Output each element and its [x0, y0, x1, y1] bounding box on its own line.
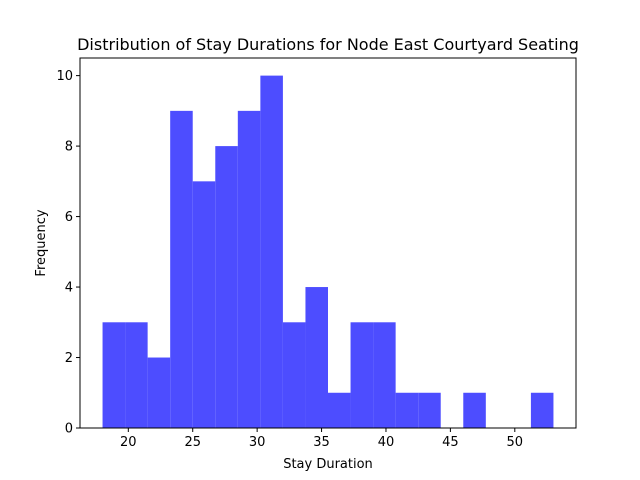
bars-group	[102, 75, 554, 428]
x-axis-label: Stay Duration	[283, 457, 373, 472]
plot-frame	[79, 57, 577, 429]
y-tick-label: 6	[65, 210, 73, 225]
x-tick-label: 25	[184, 435, 201, 450]
y-tick-label: 10	[56, 69, 73, 84]
histogram-bar-0	[102, 322, 126, 428]
y-axis-label: Frequency	[34, 209, 49, 276]
y-tick-label: 2	[65, 351, 73, 366]
y-axis-ticks: 0 2 4 6 8 10	[56, 69, 80, 437]
histogram-bar-6	[237, 110, 261, 428]
histogram-bar-11	[350, 322, 374, 428]
x-tick-label: 30	[249, 435, 266, 450]
histogram-bar-12	[373, 322, 396, 428]
y-tick-label: 0	[65, 422, 73, 437]
histogram-bar-2	[147, 357, 171, 428]
histogram-bar-1	[125, 322, 148, 428]
y-tick-label: 4	[65, 281, 73, 296]
histogram-bar-13	[395, 392, 419, 428]
x-tick-label: 20	[120, 435, 137, 450]
histogram-bar-14	[418, 392, 441, 428]
x-tick-label: 50	[507, 435, 524, 450]
histogram-bar-3	[170, 110, 193, 428]
y-tick-label: 8	[65, 140, 73, 155]
histogram-bar-5	[215, 146, 238, 428]
histogram-bar-4	[192, 181, 216, 428]
histogram-bar-8	[282, 322, 306, 428]
histogram-bar-9	[305, 287, 328, 428]
histogram-bar-16	[463, 392, 486, 428]
x-tick-label: 45	[442, 435, 459, 450]
x-axis-ticks: 20 25 30 35 40 45 50	[120, 428, 523, 450]
chart-title: Distribution of Stay Durations for Node …	[77, 35, 579, 54]
x-tick-label: 40	[378, 435, 395, 450]
x-tick-label: 35	[313, 435, 330, 450]
histogram-bar-7	[260, 75, 283, 428]
histogram-bar-10	[328, 392, 351, 428]
histogram-bar-19	[530, 392, 554, 428]
